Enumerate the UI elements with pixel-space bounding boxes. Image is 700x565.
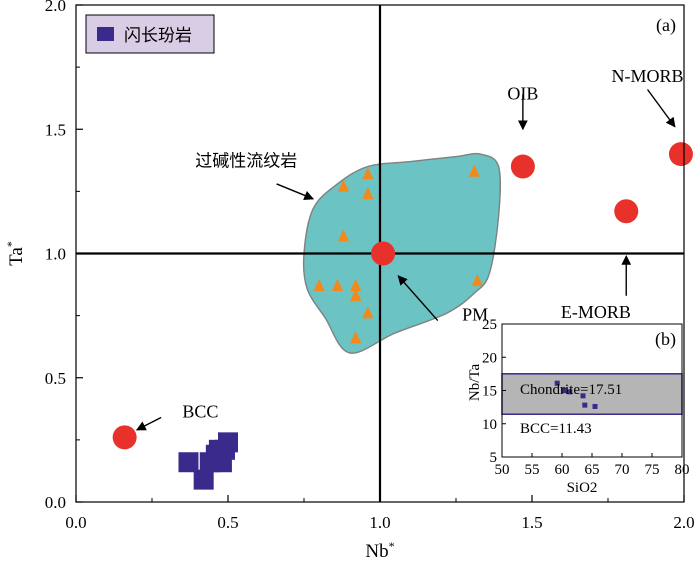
x-axis-title-text: Nb	[365, 541, 388, 562]
inset-y-axis-title: Nb/Ta	[467, 364, 483, 402]
panel-label-b: (b)	[655, 329, 676, 350]
panel-label-a: (a)	[656, 15, 676, 36]
inset-x-tick-label: 65	[585, 462, 600, 478]
x-tick-label: 1.0	[369, 513, 390, 532]
rhyolite-point	[350, 278, 362, 292]
inset-x-tick-label: 75	[645, 462, 660, 478]
inset-y-tick-label: 15	[482, 384, 497, 400]
x-axis-title-sup: *	[389, 539, 395, 553]
inset-y-tick-label: 10	[482, 417, 497, 433]
reference-point-bcc	[112, 425, 137, 450]
annotation-label: OIB	[507, 83, 538, 103]
reference-point-oib	[510, 154, 535, 179]
main-plot: OIB N-MORB E-MORB PM BCC 过碱性流纹岩 0.0 0.5 1.0 1.5 2…	[4, 0, 695, 562]
reference-point-pm	[371, 241, 396, 266]
inset-y-tick-label: 20	[482, 350, 497, 366]
points-layer	[112, 142, 693, 490]
annotation-label: 过碱性流纹岩	[195, 152, 297, 172]
x-tick-label: 1.5	[521, 513, 542, 532]
inset-x-tick-label: 55	[525, 462, 540, 478]
inset-x-tick-label: 60	[555, 462, 570, 478]
rhyolite-point	[362, 166, 374, 180]
annotation-arrow	[135, 416, 162, 431]
annotation-arrow	[646, 89, 676, 128]
inset-point	[582, 402, 588, 408]
annotation-label: BCC	[182, 402, 218, 422]
axis-tick-labels: 0.0 0.5 1.0 1.5 2.0 0.0 0.5 1.0 1.5 2.0	[45, 0, 695, 532]
inset-point	[561, 388, 567, 393]
y-tick-label: 0.0	[45, 493, 66, 512]
inset-points	[554, 380, 598, 409]
inset-point	[592, 403, 598, 409]
x-tick-label: 0.0	[65, 513, 86, 532]
inset-point	[554, 380, 560, 386]
annotation-arrow	[397, 275, 439, 322]
x-tick-label: 0.5	[217, 513, 238, 532]
legend: 闪长玢岩	[85, 14, 215, 54]
rhyolite-point	[337, 179, 350, 192]
inset-x-tick-label: 50	[495, 462, 510, 478]
rhyolite-point	[350, 288, 362, 301]
rhyolite-point	[471, 273, 483, 287]
inset-y-tick-label: 5	[490, 450, 498, 466]
y-tick-label: 1.0	[45, 245, 66, 264]
rhyolite-point	[313, 278, 325, 292]
inset-x-axis-title: SiO2	[567, 480, 598, 496]
y-tick-label: 0.5	[45, 369, 66, 388]
y-tick-label: 1.5	[45, 120, 66, 139]
inset-y-tick-label: 25	[482, 317, 497, 333]
inset-point	[567, 389, 573, 395]
rhyolite-point	[337, 229, 350, 242]
inset-point	[580, 393, 586, 399]
annotation-label: E-MORB	[561, 302, 631, 322]
inset-band-label-chondrite: Chondrite=17.51	[520, 382, 622, 398]
inset-ticks	[501, 323, 683, 458]
x-tick-label: 2.0	[673, 513, 694, 532]
y-axis-title: Ta*	[4, 241, 27, 266]
rhyolite-point	[362, 306, 374, 319]
inset-x-tick-label: 70	[615, 462, 630, 478]
legend-marker	[97, 27, 114, 41]
axis-ticks	[75, 4, 685, 503]
annotation-label: PM	[462, 305, 488, 325]
annotation-arrow	[276, 183, 315, 201]
inset-plot: Chondrite=17.51 BCC=11.43 50 55 60 65 70 75 80…	[467, 317, 690, 496]
diorite-porphyrite-point	[193, 469, 214, 490]
y-axis-title-sup: *	[4, 241, 18, 247]
inset-tick-labels: 50 55 60 65 70 75 80 5 10 15 20 25	[482, 317, 690, 478]
annotations-layer: OIB N-MORB E-MORB PM BCC 过碱性流纹岩	[135, 66, 684, 431]
y-axis-title-text: Ta	[6, 247, 27, 266]
inset-band	[501, 373, 683, 415]
annotation-label: N-MORB	[612, 66, 684, 86]
reference-point-n-morb	[668, 142, 693, 167]
diorite-porphyrite-point	[208, 439, 229, 460]
reference-point-e-morb	[614, 199, 639, 224]
y-tick-label: 2.0	[45, 0, 66, 15]
legend-label: 闪长玢岩	[124, 26, 192, 46]
diorite-porphyrite-point	[178, 452, 199, 473]
inset-x-tick-label: 80	[675, 462, 690, 478]
inset-band-label-bcc: BCC=11.43	[520, 421, 592, 437]
rhyolite-point	[362, 186, 374, 200]
rhyolite-point	[468, 164, 480, 177]
rhyolite-point	[350, 330, 362, 344]
x-axis-title: Nb*	[365, 539, 394, 562]
rhyolite-point	[331, 278, 344, 292]
